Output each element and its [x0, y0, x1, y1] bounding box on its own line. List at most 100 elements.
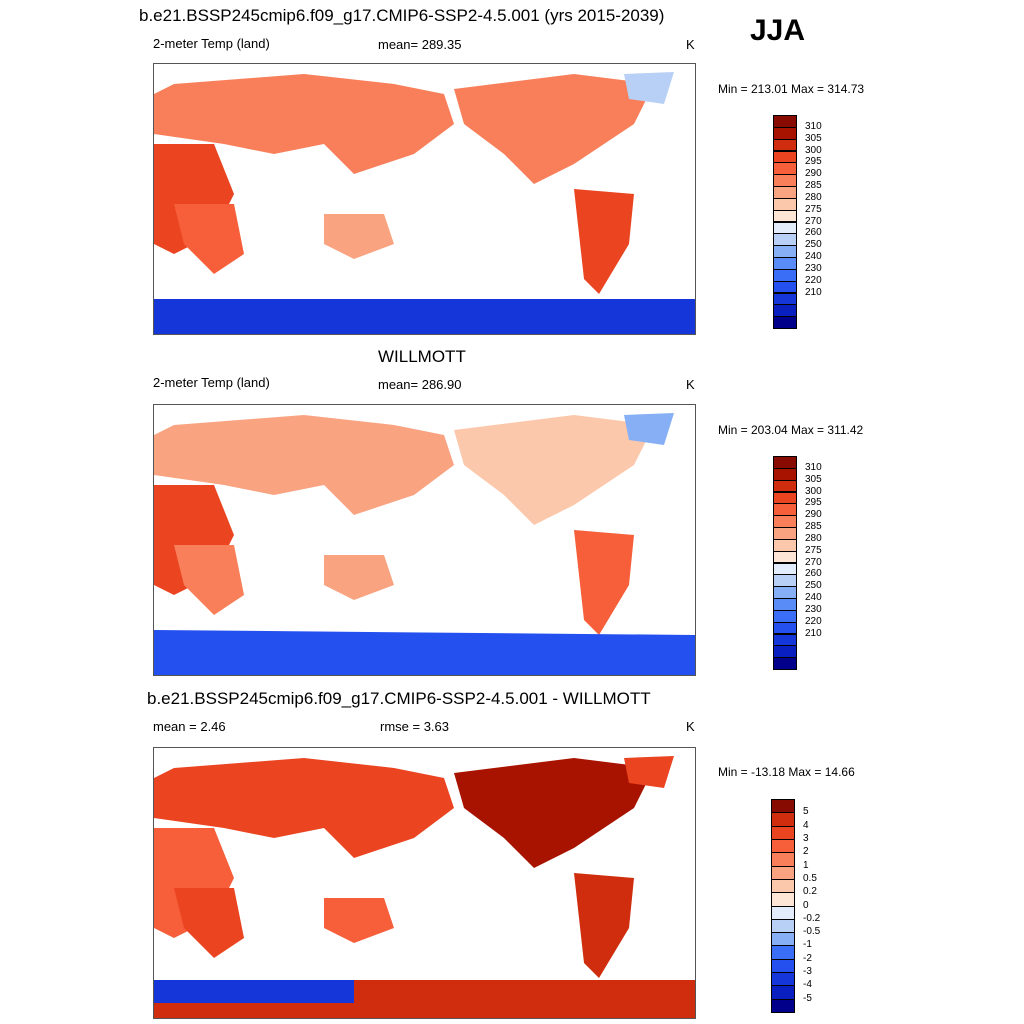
colorbar-label: 210	[805, 627, 822, 639]
panel2-map	[153, 404, 696, 676]
antarctica-shape	[154, 630, 695, 675]
colorbar-swatch	[771, 958, 795, 974]
colorbar-swatch	[773, 657, 797, 670]
colorbar-label: 230	[805, 603, 822, 615]
colorbar-label: -1	[803, 939, 812, 951]
colorbar-label: 275	[805, 544, 822, 556]
colorbar-label: 295	[805, 156, 822, 168]
colorbar-label: 285	[805, 521, 822, 532]
colorbar-label: 0	[803, 899, 809, 911]
colorbar-label: 260	[805, 568, 822, 580]
colorbar-label: 270	[805, 215, 822, 227]
panel2-variable: 2-meter Temp (land)	[153, 375, 270, 390]
eurasia-shape	[154, 758, 454, 858]
north-america-shape	[454, 758, 654, 868]
panel2-units: K	[686, 377, 695, 392]
colorbar-swatch	[771, 852, 795, 867]
colorbar-swatch	[771, 945, 795, 960]
colorbar-swatch	[771, 825, 795, 840]
australia-shape	[324, 555, 394, 600]
colorbar-label: 305	[805, 473, 822, 485]
colorbar-swatch	[771, 838, 795, 854]
eurasia-shape	[154, 415, 454, 515]
colorbar-swatch	[771, 865, 795, 880]
panel3-rmse: rmse = 3.63	[380, 719, 450, 734]
colorbar-label: 5	[803, 806, 809, 818]
panel3-map	[153, 747, 696, 1019]
north-america-shape	[454, 74, 654, 184]
panel3-minmax: Min = -13.18 Max = 14.66	[718, 765, 855, 779]
colorbar-label: 0.2	[803, 886, 817, 898]
panel1-mean: mean= 289.35	[378, 37, 462, 52]
panel1-minmax: Min = 213.01 Max = 314.73	[718, 82, 865, 96]
colorbar-label: 260	[805, 227, 822, 239]
panel1-map	[153, 63, 696, 335]
colorbar-label: -2	[803, 952, 812, 964]
colorbar-label: -3	[803, 966, 812, 978]
colorbar-label: 4	[803, 819, 809, 831]
colorbar-swatch	[771, 799, 795, 814]
colorbar-label: 290	[805, 168, 822, 180]
colorbar-swatch	[771, 812, 795, 827]
colorbar-label: 0.5	[803, 872, 817, 884]
panel3-title: b.e21.BSSP245cmip6.f09_g17.CMIP6-SSP2-4.…	[147, 689, 651, 708]
greenland-shape	[624, 72, 674, 104]
antarctica-cold-bias-shape	[154, 980, 354, 1003]
colorbar-swatch	[771, 905, 795, 920]
colorbar-label: 2	[803, 846, 809, 858]
colorbar-label: 285	[805, 180, 822, 191]
south-america-shape	[574, 873, 634, 978]
colorbar-label: -0.5	[803, 926, 821, 938]
panel1-variable: 2-meter Temp (land)	[153, 36, 270, 51]
colorbar-swatch	[771, 998, 795, 1013]
panel3-units: K	[686, 719, 695, 734]
panel1-units: K	[686, 37, 695, 52]
colorbar-swatch	[771, 972, 795, 987]
colorbar-swatch	[771, 985, 795, 1000]
australia-shape	[324, 214, 394, 259]
australia-shape	[324, 898, 394, 943]
colorbar-label: 305	[805, 132, 822, 144]
colorbar-swatch	[771, 918, 795, 934]
panel2-minmax: Min = 203.04 Max = 311.42	[718, 423, 864, 437]
colorbar-label: 300	[805, 144, 822, 156]
season-label: JJA	[750, 14, 806, 47]
colorbar-label: 240	[805, 592, 822, 603]
colorbar-label: 310	[805, 120, 822, 132]
colorbar-label: 280	[805, 191, 822, 203]
south-africa-shape	[174, 204, 244, 274]
greenland-shape	[624, 756, 674, 788]
colorbar-label: 210	[805, 286, 822, 298]
panel3-mean: mean = 2.46	[153, 719, 226, 734]
colorbar-label: 240	[805, 251, 822, 262]
south-america-shape	[574, 530, 634, 635]
colorbar-swatch	[771, 878, 795, 894]
panel1-title: b.e21.BSSP245cmip6.f09_g17.CMIP6-SSP2-4.…	[139, 6, 665, 25]
eurasia-shape	[154, 74, 454, 174]
panel2-map-svg	[154, 413, 695, 675]
south-africa-shape	[174, 545, 244, 615]
colorbar-label: 275	[805, 203, 822, 215]
colorbar-label: 1	[803, 859, 809, 871]
colorbar-label: 220	[805, 615, 822, 627]
colorbar-label: 220	[805, 274, 822, 286]
panel3-colorbar	[771, 799, 795, 1013]
south-africa-shape	[174, 888, 244, 958]
colorbar-swatch	[771, 892, 795, 907]
greenland-shape	[624, 413, 674, 445]
colorbar-swatch	[773, 316, 797, 329]
colorbar-label: 230	[805, 262, 822, 274]
colorbar-label: 290	[805, 509, 822, 521]
antarctica-shape	[154, 299, 695, 334]
panel2-mean: mean= 286.90	[378, 377, 462, 392]
colorbar-label: 250	[805, 580, 822, 592]
colorbar-label: 310	[805, 461, 822, 473]
colorbar-label: 295	[805, 497, 822, 509]
panel2-title: WILLMOTT	[378, 347, 466, 366]
colorbar-label: 300	[805, 485, 822, 497]
colorbar-label: 3	[803, 832, 809, 844]
colorbar-label: -4	[803, 979, 812, 991]
north-america-shape	[454, 415, 654, 525]
colorbar-label: -0.2	[803, 912, 821, 924]
south-america-shape	[574, 189, 634, 294]
